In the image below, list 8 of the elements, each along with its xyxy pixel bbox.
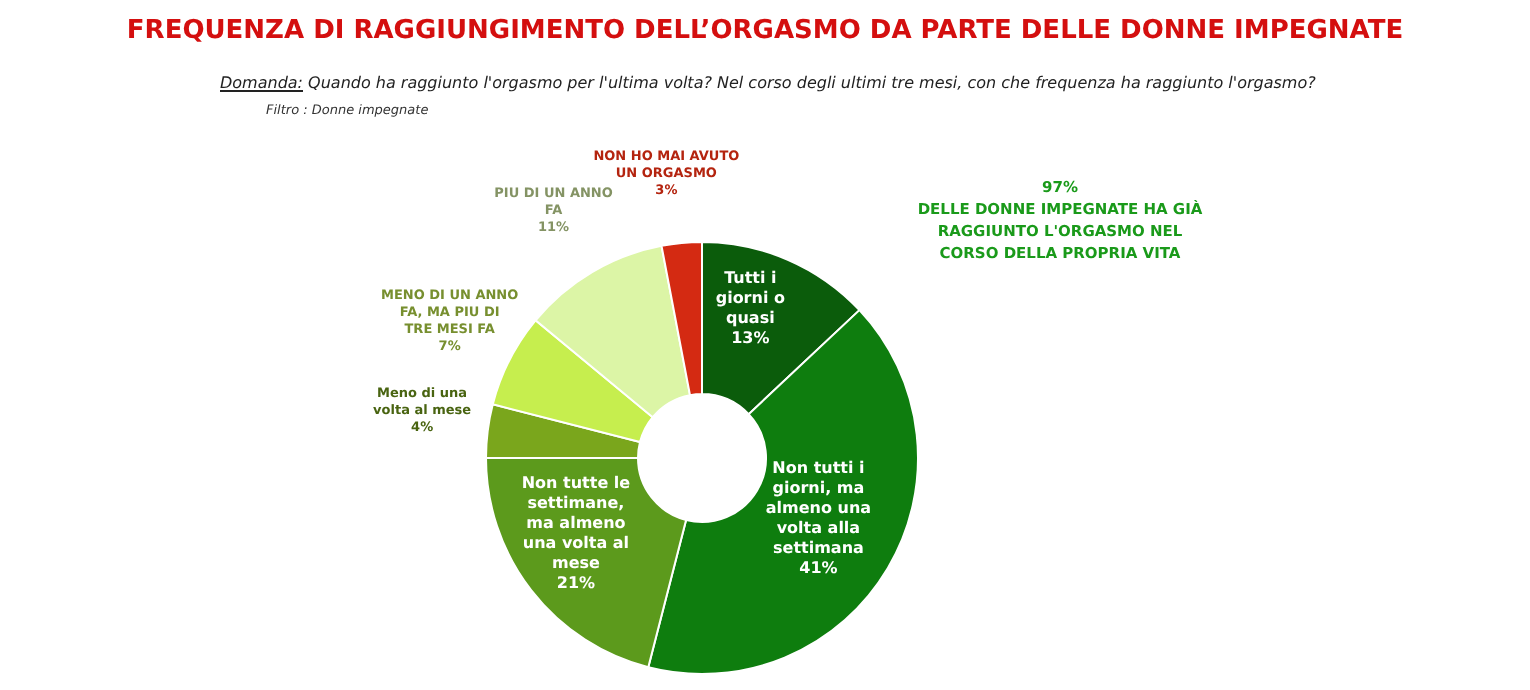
slice-label: Non tutte le settimane, ma almeno una volta al mese bbox=[521, 474, 632, 573]
data-label: 41% bbox=[799, 558, 838, 577]
chart-subtitle: Domanda: Quando ha raggiunto l'orgasmo per l'ultima volta? Nel corso degli ultimi tre mesi, con che frequenza ha raggiunto l'orgasmo? bbox=[220, 74, 1316, 92]
data-label: 21% bbox=[556, 574, 596, 593]
slice-label: Tutti i giorni o quasi bbox=[715, 269, 786, 328]
data-label: 13% bbox=[731, 329, 770, 348]
slice-label: Non tutti i giorni, ma almeno una volta alla settimana bbox=[765, 458, 872, 557]
chart-title: FREQUENZA DI RAGGIUNGIMENTO DELL’ORGASMO DA PARTE DELLE DONNE IMPEGNATE bbox=[124, 16, 1406, 46]
